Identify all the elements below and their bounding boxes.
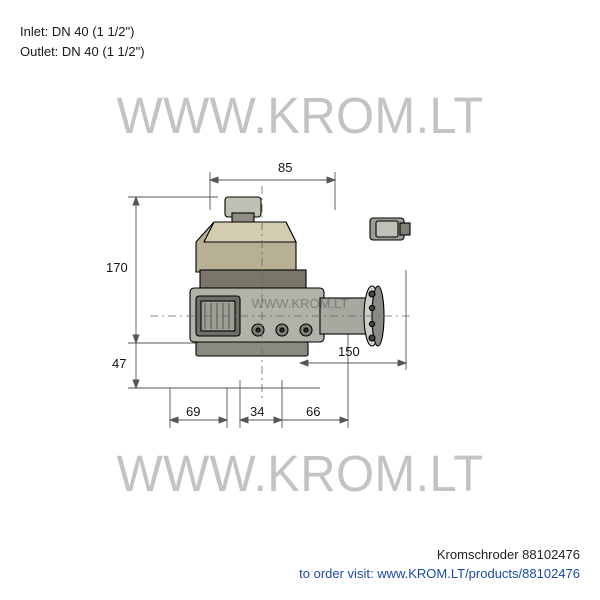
dim-66: 66 [306,404,320,419]
dim-170: 170 [106,260,128,275]
dim-34: 34 [250,404,264,419]
order-url: www.KROM.LT/products/88102476 [377,566,580,581]
brand-name: Kromschroder [437,547,519,562]
footer-block: Kromschroder 88102476 to order visit: ww… [299,546,580,584]
dim-69: 69 [186,404,200,419]
technical-drawing [0,0,600,600]
dim-150: 150 [338,344,360,359]
order-prefix: to order visit: [299,566,373,581]
part-number: 88102476 [522,547,580,562]
dim-85: 85 [278,160,292,175]
dim-47: 47 [112,356,126,371]
